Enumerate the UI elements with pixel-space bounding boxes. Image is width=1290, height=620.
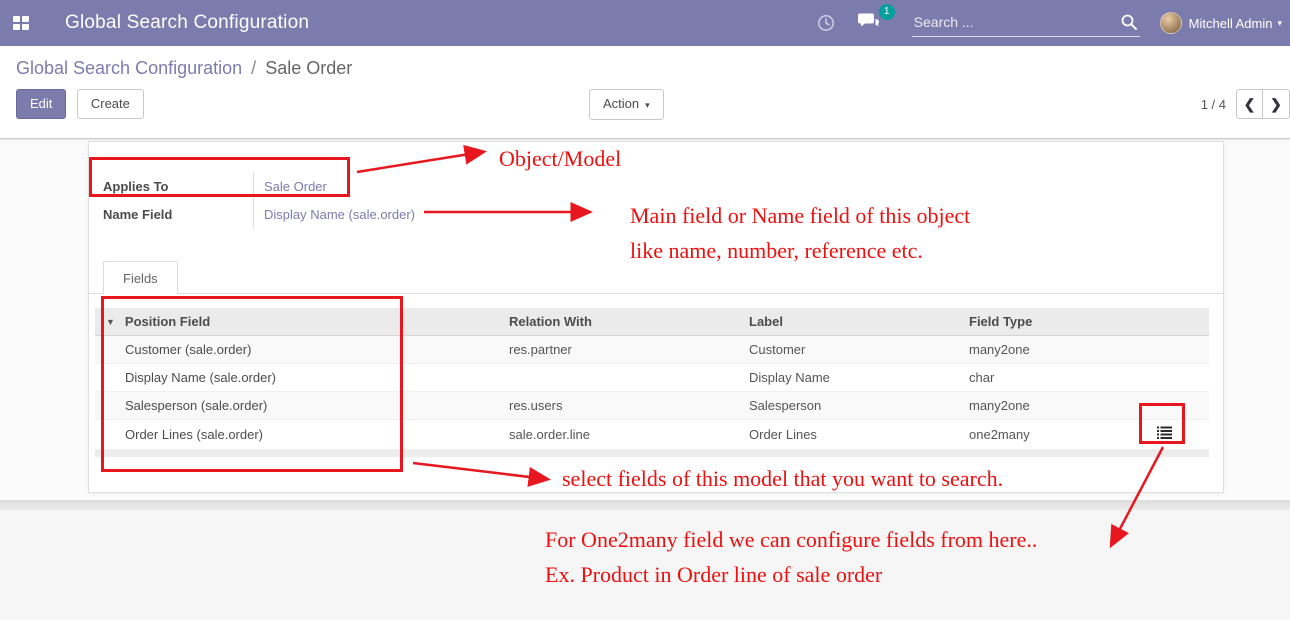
cell-relation[interactable]: res.users (501, 391, 741, 420)
bottom-background (0, 510, 1290, 620)
message-count-badge: 1 (878, 3, 895, 20)
action-caret-icon: ▾ (645, 100, 650, 110)
user-name: Mitchell Admin (1188, 15, 1273, 31)
activities-clock-icon[interactable] (816, 13, 836, 33)
cell-position-field[interactable]: Customer (sale.order) (95, 335, 501, 364)
action-dropdown-label: Action (603, 96, 640, 111)
cell-label[interactable]: Order Lines (741, 419, 961, 451)
form-row-name-field: Name Field Display Name (sale.order) (103, 201, 723, 229)
user-menu-caret-icon: ▾ (1277, 17, 1282, 28)
cell-icon (1147, 363, 1181, 392)
header-field-type[interactable]: Field Type (961, 308, 1147, 336)
search-icon[interactable] (1120, 13, 1138, 36)
action-dropdown-button[interactable]: Action ▾ (589, 89, 664, 120)
apps-menu-icon[interactable] (13, 15, 31, 31)
cell-label[interactable]: Display Name (741, 363, 961, 392)
cell-field-type[interactable]: many2one (961, 391, 1147, 420)
cell-field-type[interactable]: many2one (961, 335, 1147, 364)
header-icon-column (1147, 308, 1181, 336)
chat-bubbles-icon (857, 13, 879, 26)
header-position-field[interactable]: ▼ Position Field (95, 308, 501, 336)
fields-table: ▼ Position Field Relation With Label Fiel… (95, 308, 1209, 457)
top-navbar: Global Search Configuration 1 (0, 0, 1290, 46)
breadcrumb-current: Sale Order (265, 58, 353, 78)
name-field-label: Name Field (103, 207, 173, 222)
cell-label[interactable]: Salesperson (741, 391, 961, 420)
cell-relation[interactable]: res.partner (501, 335, 741, 364)
cell-label[interactable]: Customer (741, 335, 961, 364)
cell-filler (1181, 363, 1209, 392)
table-row[interactable]: Display Name (sale.order) Display Name c… (95, 363, 1209, 392)
breadcrumb-separator: / (251, 58, 257, 78)
cell-position-field[interactable]: Display Name (sale.order) (95, 363, 501, 392)
create-button[interactable]: Create (76, 89, 144, 119)
cell-relation[interactable] (501, 363, 741, 392)
form-field-group: Applies To Sale Order Name Field Display… (103, 173, 723, 229)
applies-to-value-link[interactable]: Sale Order (253, 173, 723, 201)
cell-icon (1147, 335, 1181, 364)
breadcrumb-parent-link[interactable]: Global Search Configuration (16, 58, 243, 78)
pager-previous-button[interactable]: ❮ (1236, 89, 1263, 119)
form-sheet: Applies To Sale Order Name Field Display… (88, 141, 1224, 493)
app-title[interactable]: Global Search Configuration (65, 12, 310, 33)
table-row[interactable]: Order Lines (sale.order) sale.order.line… (95, 419, 1209, 451)
table-header-row: ▼ Position Field Relation With Label Fiel… (95, 308, 1209, 336)
cell-position-field[interactable]: Order Lines (sale.order) (95, 419, 501, 451)
pager: 1 / 4 ❮ ❯ (1201, 89, 1290, 119)
navbar-right: 1 Mitchell Admin ▾ (816, 3, 1290, 37)
cell-relation[interactable]: sale.order.line (501, 419, 741, 451)
table-row[interactable]: Customer (sale.order) res.partner Custom… (95, 335, 1209, 364)
header-filler (1181, 308, 1209, 336)
pager-next-button[interactable]: ❯ (1263, 89, 1290, 119)
cell-field-type[interactable]: char (961, 363, 1147, 392)
notebook: Fields ▼ Position Field Relation With Lab… (89, 260, 1223, 457)
control-panel-buttons: Edit Create Action ▾ 1 / 4 ❮ ❯ (16, 89, 1290, 120)
messages-menu[interactable]: 1 (857, 3, 895, 36)
breadcrumb: Global Search Configuration / Sale Order (16, 56, 1290, 80)
cell-position-field[interactable]: Salesperson (sale.order) (95, 391, 501, 420)
table-row[interactable]: Salesperson (sale.order) res.users Sales… (95, 391, 1209, 420)
edit-button[interactable]: Edit (16, 89, 67, 119)
tab-fields[interactable]: Fields (103, 261, 178, 294)
cell-filler (1181, 335, 1209, 364)
table-footer-strip (95, 449, 1209, 457)
sort-caret-icon: ▼ (106, 317, 115, 327)
applies-to-label: Applies To (103, 179, 169, 194)
user-menu[interactable]: Mitchell Admin ▾ (1159, 12, 1282, 34)
cell-filler (1181, 391, 1209, 420)
tab-bar: Fields (89, 260, 1223, 294)
search-input[interactable] (911, 9, 1140, 37)
name-field-value-link[interactable]: Display Name (sale.order) (253, 201, 723, 229)
form-row-applies-to: Applies To Sale Order (103, 173, 723, 201)
header-relation-with[interactable]: Relation With (501, 308, 741, 336)
control-panel: Global Search Configuration / Sale Order… (0, 46, 1290, 139)
header-label[interactable]: Label (741, 308, 961, 336)
content-bottom-divider (0, 500, 1290, 510)
user-avatar (1159, 12, 1182, 34)
header-position-field-label: Position Field (124, 314, 211, 329)
cell-icon (1147, 391, 1181, 420)
cell-field-type[interactable]: one2many (961, 419, 1147, 451)
main-content: Applies To Sale Order Name Field Display… (0, 140, 1290, 500)
navbar-search (911, 9, 1140, 37)
cell-filler (1181, 419, 1209, 451)
configure-sub-fields-list-icon[interactable] (1156, 426, 1172, 443)
pager-value: 1 / 4 (1200, 96, 1226, 112)
